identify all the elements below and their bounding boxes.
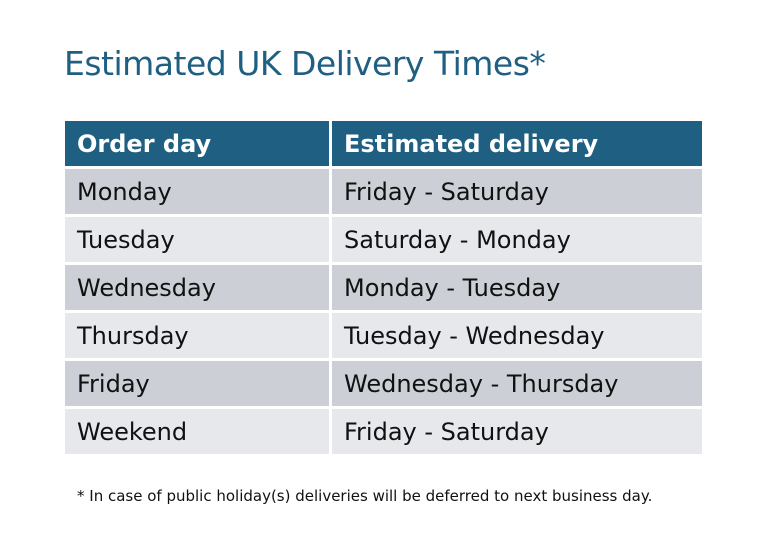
order-day-cell: Tuesday [65,217,329,262]
header-order-day: Order day [65,121,329,166]
table-row: Thursday Tuesday - Wednesday [65,313,702,358]
order-day-cell: Monday [65,169,329,214]
order-day-cell: Wednesday [65,265,329,310]
delivery-cell: Friday - Saturday [332,409,702,454]
table-row: Tuesday Saturday - Monday [65,217,702,262]
table-row: Wednesday Monday - Tuesday [65,265,702,310]
footnote: * In case of public holiday(s) deliverie… [77,487,653,505]
table-row: Monday Friday - Saturday [65,169,702,214]
order-day-cell: Friday [65,361,329,406]
delivery-cell: Friday - Saturday [332,169,702,214]
delivery-cell: Saturday - Monday [332,217,702,262]
order-day-cell: Thursday [65,313,329,358]
table-header-row: Order day Estimated delivery [65,121,702,166]
table-row: Friday Wednesday - Thursday [65,361,702,406]
page-title: Estimated UK Delivery Times* [64,44,546,83]
delivery-cell: Tuesday - Wednesday [332,313,702,358]
header-estimated-delivery: Estimated delivery [332,121,702,166]
delivery-cell: Wednesday - Thursday [332,361,702,406]
delivery-times-table: Order day Estimated delivery Monday Frid… [62,118,705,457]
delivery-cell: Monday - Tuesday [332,265,702,310]
table-row: Weekend Friday - Saturday [65,409,702,454]
order-day-cell: Weekend [65,409,329,454]
